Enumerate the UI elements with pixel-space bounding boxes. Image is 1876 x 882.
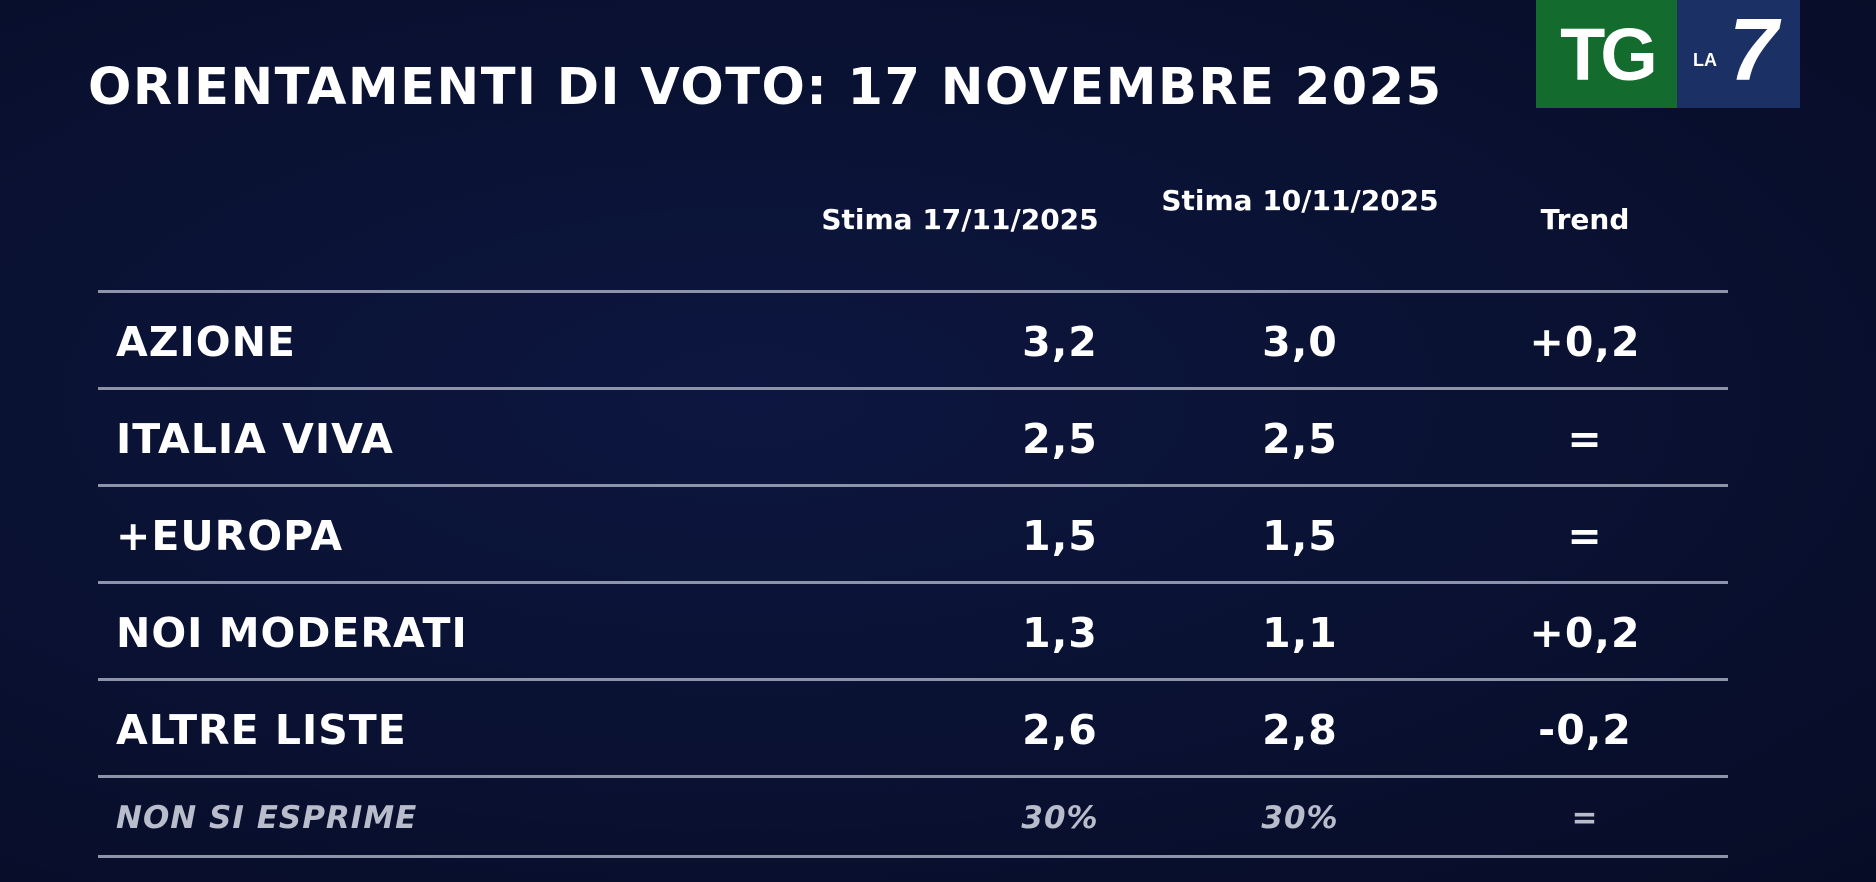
logo-tg-block: TG — [1536, 0, 1677, 108]
abstain-label: NON SI ESPRIME — [116, 800, 418, 836]
abstain-row: NON SI ESPRIME 30% 30% = — [98, 779, 1728, 857]
previous-estimate: 2,5 — [1262, 415, 1338, 463]
previous-estimate: 2,8 — [1262, 706, 1338, 754]
table-divider — [98, 581, 1728, 584]
table-divider — [98, 290, 1728, 293]
table-divider — [98, 387, 1728, 390]
previous-estimate: 3,0 — [1262, 318, 1338, 366]
trend-value: = — [1567, 415, 1603, 463]
party-name: NOI MODERATI — [116, 609, 468, 657]
party-name: AZIONE — [116, 318, 296, 366]
trend-value: = — [1567, 512, 1603, 560]
table-divider — [98, 855, 1728, 858]
column-header-previous: Stima 10/11/2025 — [1161, 184, 1439, 217]
table-row: +EUROPA 1,5 1,5 = — [98, 489, 1728, 583]
logo-seven-text: 7 — [1729, 0, 1778, 99]
table-row: ALTRE LISTE 2,6 2,8 -0,2 — [98, 683, 1728, 777]
table-divider — [98, 775, 1728, 778]
current-estimate: 1,5 — [1022, 512, 1098, 560]
previous-estimate: 1,1 — [1262, 609, 1338, 657]
party-name: ITALIA VIVA — [116, 415, 394, 463]
logo-la-text: LA — [1693, 50, 1717, 70]
abstain-previous: 30% — [1261, 800, 1339, 836]
trend-value: +0,2 — [1529, 318, 1641, 366]
table-divider — [98, 678, 1728, 681]
column-header-trend: Trend — [1540, 203, 1630, 236]
abstain-current: 30% — [1021, 800, 1099, 836]
table-divider — [98, 484, 1728, 487]
current-estimate: 2,5 — [1022, 415, 1098, 463]
party-name: +EUROPA — [116, 512, 344, 560]
previous-estimate: 1,5 — [1262, 512, 1338, 560]
table-row: AZIONE 3,2 3,0 +0,2 — [98, 295, 1728, 389]
logo-la7-block: LA 7 — [1677, 0, 1800, 108]
table-row: ITALIA VIVA 2,5 2,5 = — [98, 392, 1728, 486]
trend-value: -0,2 — [1538, 706, 1632, 754]
abstain-trend: = — [1571, 800, 1599, 836]
tg-la7-logo: TG LA 7 — [1536, 0, 1800, 108]
page-title: ORIENTAMENTI DI VOTO: 17 NOVEMBRE 2025 — [88, 58, 1443, 117]
current-estimate: 1,3 — [1022, 609, 1098, 657]
current-estimate: 2,6 — [1022, 706, 1098, 754]
party-name: ALTRE LISTE — [116, 706, 407, 754]
table-row: NOI MODERATI 1,3 1,1 +0,2 — [98, 586, 1728, 680]
current-estimate: 3,2 — [1022, 318, 1098, 366]
trend-value: +0,2 — [1529, 609, 1641, 657]
column-header-current: Stima 17/11/2025 — [821, 203, 1099, 236]
